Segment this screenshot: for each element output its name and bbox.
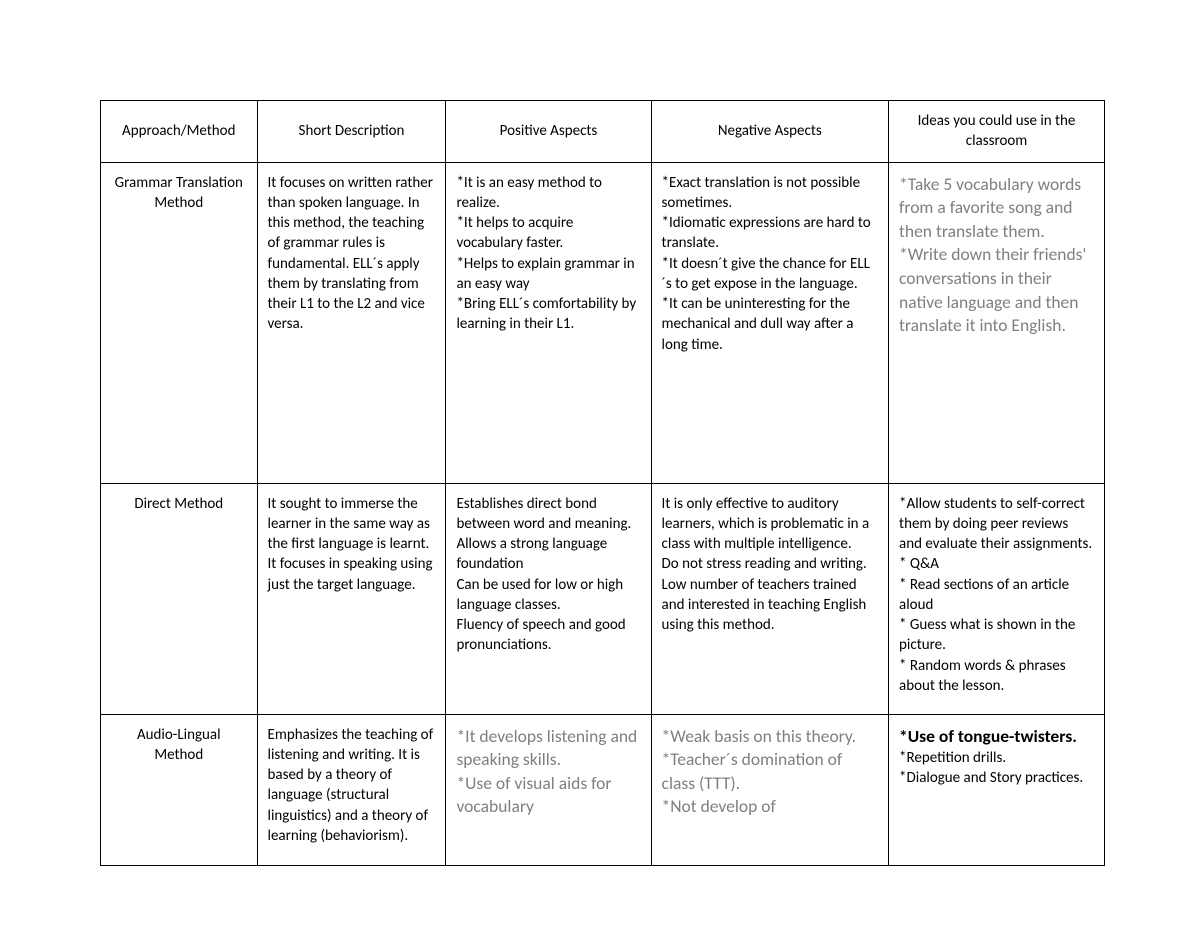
cell-description: Emphasizes the teaching of listening and…: [257, 714, 446, 865]
table-body: Grammar Translation MethodIt focuses on …: [101, 162, 1105, 865]
col-header-neg: Negative Aspects: [651, 101, 889, 163]
col-header-pos: Positive Aspects: [446, 101, 651, 163]
methods-table: Approach/Method Short Description Positi…: [100, 100, 1105, 866]
text-segment: *Weak basis on this theory.*Teacher´s do…: [662, 725, 879, 820]
table-row: Direct MethodIt sought to immerse the le…: [101, 483, 1105, 714]
col-header-desc: Short Description: [257, 101, 446, 163]
cell-method: Grammar Translation Method: [101, 162, 258, 483]
text-segment: *Take 5 vocabulary words from a favorite…: [899, 173, 1094, 338]
cell-ideas: *Take 5 vocabulary words from a favorite…: [889, 162, 1105, 483]
cell-positive: Establishes direct bond between word and…: [446, 483, 651, 714]
cell-negative: *Weak basis on this theory.*Teacher´s do…: [651, 714, 889, 865]
col-header-ideas: Ideas you could use in the classroom: [889, 101, 1105, 163]
cell-positive: *It develops listening and speaking skil…: [446, 714, 651, 865]
col-header-method: Approach/Method: [101, 101, 258, 163]
text-segment: *Use of tongue-twisters.: [899, 725, 1094, 749]
cell-description: It focuses on written rather than spoken…: [257, 162, 446, 483]
table-header-row: Approach/Method Short Description Positi…: [101, 101, 1105, 163]
text-segment: *It develops listening and speaking skil…: [456, 725, 640, 820]
cell-positive: *It is an easy method to realize.*It hel…: [446, 162, 651, 483]
cell-negative: It is only effective to auditory learner…: [651, 483, 889, 714]
table-row: Grammar Translation MethodIt focuses on …: [101, 162, 1105, 483]
cell-ideas: *Allow students to self-correct them by …: [889, 483, 1105, 714]
text-segment: *Repetition drills.*Dialogue and Story p…: [899, 748, 1094, 789]
cell-negative: *Exact translation is not possible somet…: [651, 162, 889, 483]
table-row: Audio-Lingual MethodEmphasizes the teach…: [101, 714, 1105, 865]
text-segment: *Allow students to self-correct them by …: [899, 494, 1094, 697]
cell-ideas: *Use of tongue-twisters.*Repetition dril…: [889, 714, 1105, 865]
cell-method: Direct Method: [101, 483, 258, 714]
cell-description: It sought to immerse the learner in the …: [257, 483, 446, 714]
document-page: Approach/Method Short Description Positi…: [0, 0, 1200, 866]
cell-method: Audio-Lingual Method: [101, 714, 258, 865]
